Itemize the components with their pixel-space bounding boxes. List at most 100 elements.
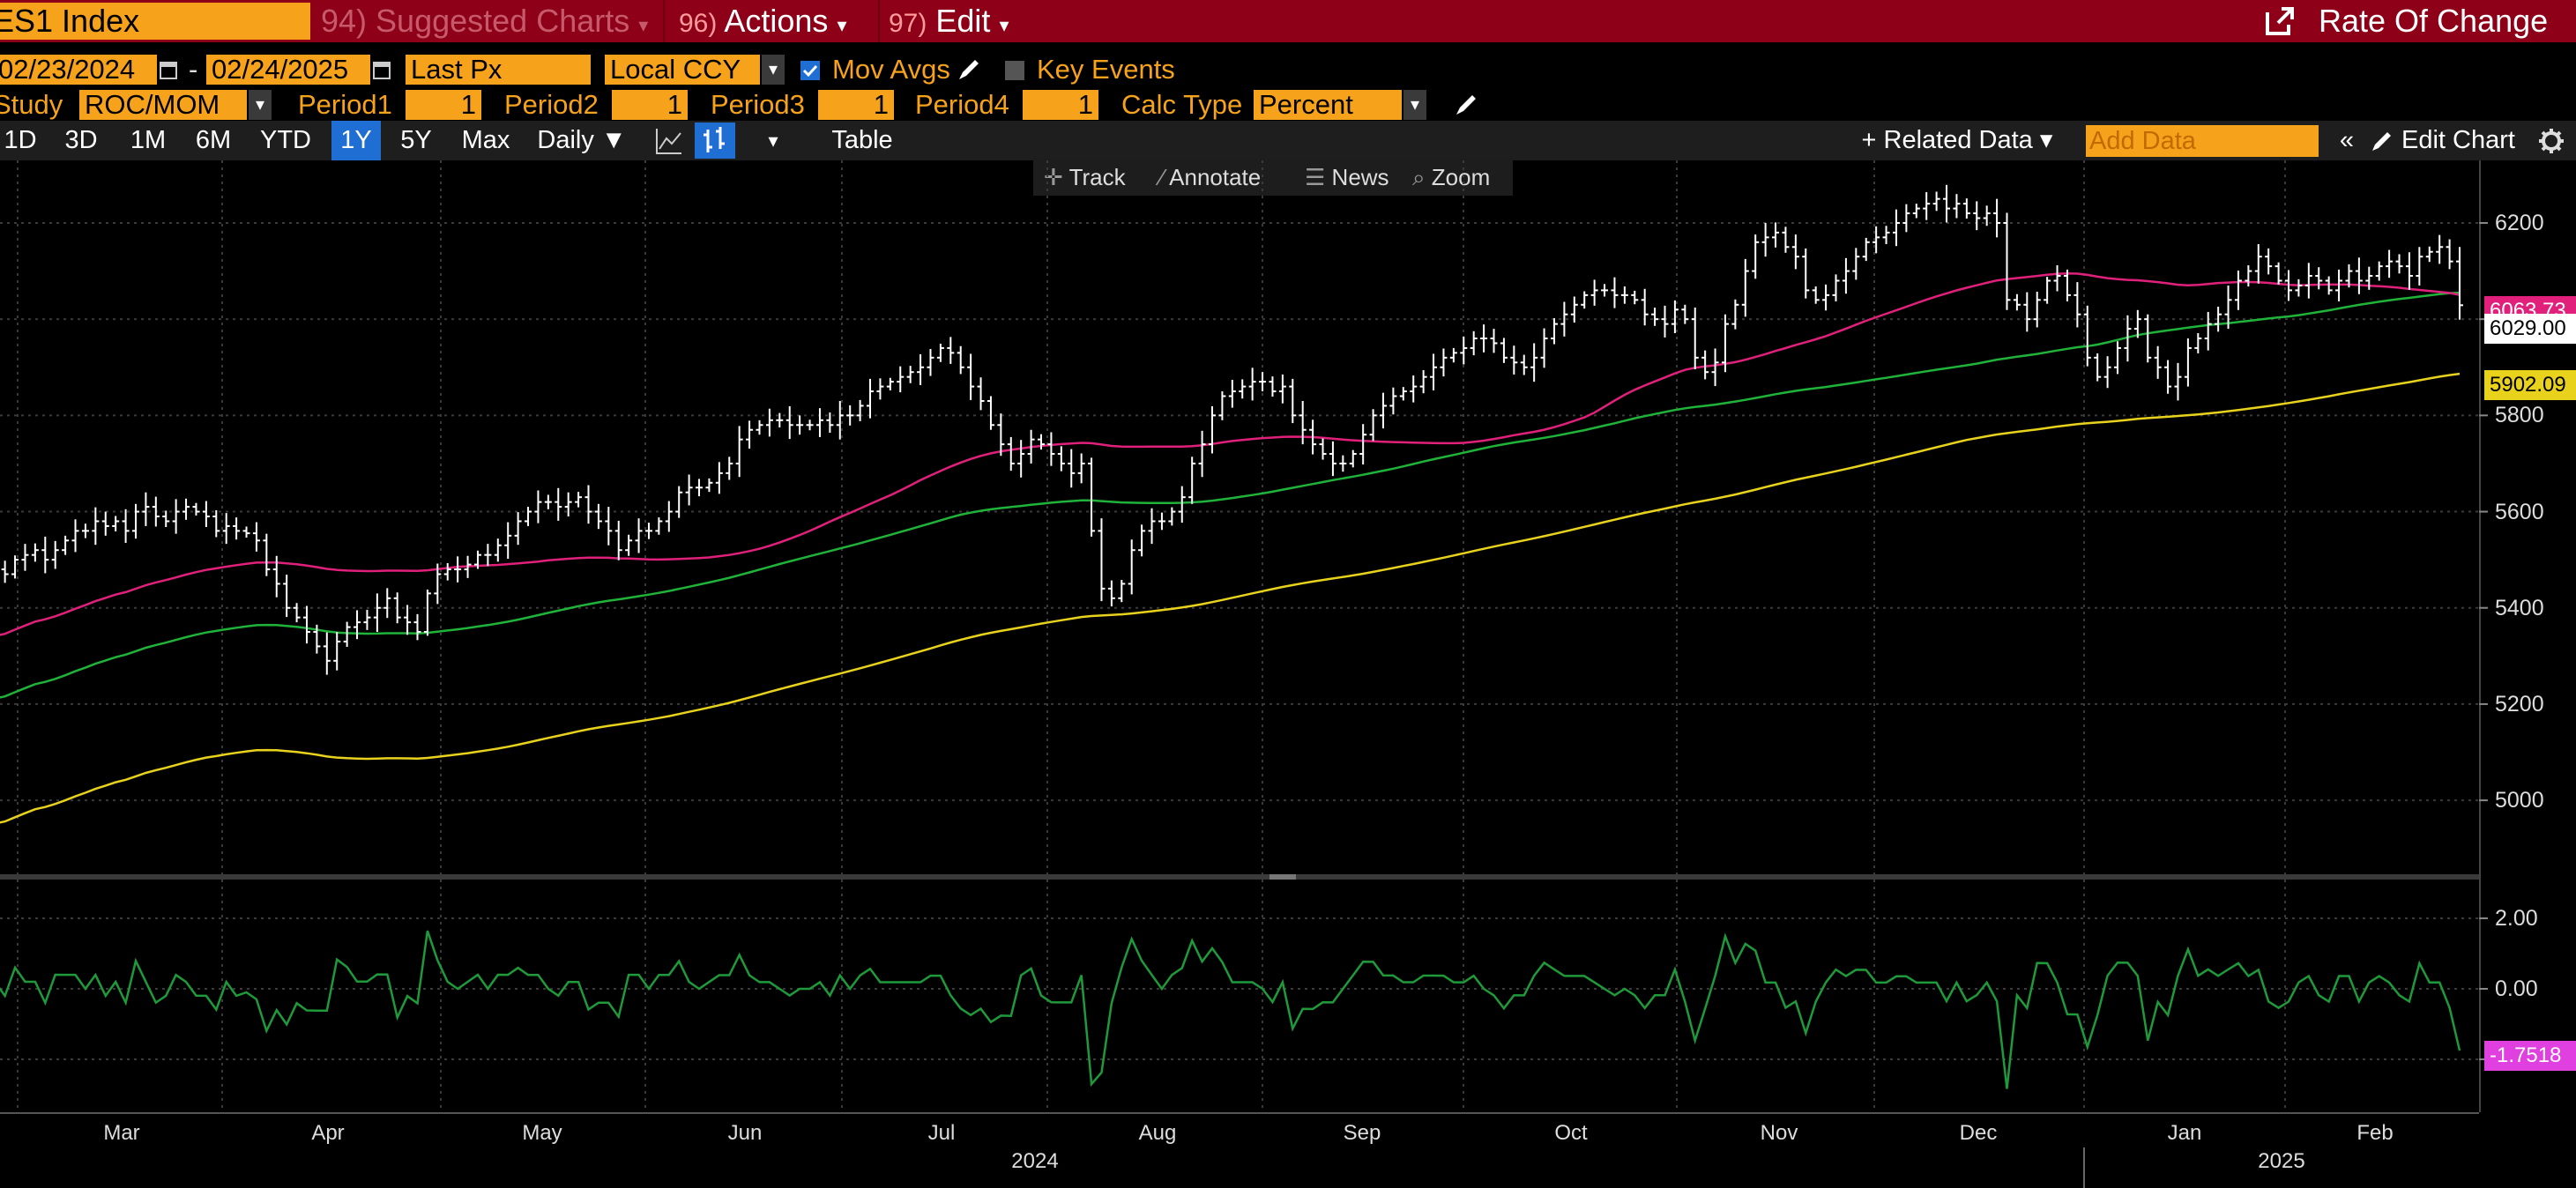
security-text: ES1 Index <box>0 3 140 39</box>
price-bar <box>333 632 341 671</box>
chart-type-caret-icon[interactable]: ▾ <box>768 130 778 152</box>
zoom-icon: ⌕ <box>1412 164 1426 190</box>
price-bar <box>283 575 291 618</box>
period2-label: Period2 <box>504 89 599 120</box>
price-bar <box>2174 362 2182 401</box>
annotate-button[interactable]: ⁄ Annotate <box>1160 159 1261 196</box>
range-ytd[interactable]: YTD <box>260 126 311 154</box>
price-bar <box>555 487 562 521</box>
study-select[interactable]: ROC/MOM <box>79 90 247 120</box>
edit-button[interactable]: 97) Edit ▾ <box>889 0 1030 42</box>
calc-type-dropdown-icon[interactable]: ▾ <box>1403 90 1426 120</box>
range-1d[interactable]: 1D <box>4 126 37 154</box>
key-events-label: Key Events <box>1037 54 1175 85</box>
price-bar <box>806 420 814 431</box>
price-bar <box>1570 296 1578 323</box>
security-field[interactable]: ES1 Index <box>0 3 310 40</box>
price-bar <box>1631 290 1639 305</box>
price-bar <box>867 378 875 419</box>
price-bar <box>2224 285 2232 330</box>
range-5y[interactable]: 5Y <box>400 126 432 154</box>
price-bar <box>2325 276 2333 295</box>
price-bar <box>1319 438 1327 460</box>
price-bar <box>2044 277 2051 304</box>
bar-chart-icon[interactable] <box>695 123 735 159</box>
table-button[interactable]: Table <box>831 126 893 154</box>
pencil-icon[interactable] <box>1453 92 1479 118</box>
currency-dropdown-icon[interactable]: ▾ <box>762 55 785 85</box>
price-bar <box>796 415 804 435</box>
price-bar <box>212 509 220 538</box>
pencil-icon[interactable] <box>956 56 982 83</box>
edit-chart-button[interactable]: Edit Chart <box>2401 126 2515 154</box>
range-6m[interactable]: 6M <box>195 126 232 154</box>
add-data-input[interactable] <box>2086 125 2319 157</box>
suggested-charts-button[interactable]: 94) Suggested Charts ▾ <box>321 0 656 42</box>
price-bar <box>2013 293 2021 311</box>
price-bar <box>967 353 975 400</box>
price-bar <box>2405 252 2413 290</box>
end-date-field[interactable]: 02/24/2025 <box>206 55 370 85</box>
price-bar <box>2003 212 2011 310</box>
period4-field[interactable]: 1 <box>1023 90 1098 120</box>
price-bar <box>696 479 704 497</box>
price-bar <box>1038 434 1046 450</box>
price-bar <box>1410 375 1418 403</box>
popout-icon[interactable] <box>2264 5 2296 37</box>
price-bar <box>906 366 914 383</box>
range-3d[interactable]: 3D <box>64 126 98 154</box>
y-tick-label: 5200 <box>2495 691 2544 717</box>
x-tick-label: Jan <box>2167 1121 2202 1145</box>
gear-icon[interactable] <box>2537 127 2565 155</box>
mov-avgs-checkbox[interactable] <box>800 61 820 80</box>
price-bar <box>494 538 502 562</box>
price-bar <box>21 544 29 571</box>
price-bar <box>1530 343 1538 382</box>
pencil-icon[interactable] <box>2370 129 2394 153</box>
edit-num: 97) <box>889 9 927 38</box>
period3-label: Period3 <box>711 89 805 120</box>
track-button[interactable]: ✛ Track <box>1044 159 1126 196</box>
price-bar <box>2063 269 2071 301</box>
price-bar <box>1107 580 1115 607</box>
calendar-icon[interactable] <box>159 58 178 81</box>
price-bar <box>2033 292 2041 328</box>
frequency-select[interactable]: Daily ▼ <box>537 126 627 154</box>
start-date-field[interactable]: 02/23/2024 <box>0 55 157 85</box>
actions-button[interactable]: 96) Actions ▾ <box>679 0 871 42</box>
period2-field[interactable]: 1 <box>612 90 688 120</box>
key-events-checkbox[interactable] <box>1005 61 1024 80</box>
range-max[interactable]: Max <box>461 126 510 154</box>
price-chart[interactable] <box>0 160 2576 1188</box>
zoom-button[interactable]: ⌕ Zoom <box>1412 159 1490 196</box>
period1-field[interactable]: 1 <box>406 90 481 120</box>
range-1m[interactable]: 1M <box>130 126 167 154</box>
collapse-icon[interactable]: « <box>2339 126 2355 154</box>
price-bar <box>1440 348 1448 377</box>
currency-select[interactable]: Local CCY <box>605 55 760 85</box>
y-tick-label: 5600 <box>2495 499 2544 524</box>
price-bar <box>947 337 955 364</box>
price-bar <box>1239 379 1247 399</box>
price-bar <box>936 344 944 362</box>
price-bar <box>1852 248 1860 280</box>
period3-field[interactable]: 1 <box>818 90 894 120</box>
period3-value: 1 <box>873 90 889 120</box>
study-dropdown-icon[interactable]: ▾ <box>249 90 272 120</box>
price-bar <box>1761 222 1769 257</box>
price-field-select[interactable]: Last Px <box>406 55 591 85</box>
price-bar <box>2154 345 2162 379</box>
related-data-button[interactable]: + Related Data ▾ <box>1861 126 2053 154</box>
calendar-icon[interactable] <box>372 58 391 81</box>
price-bar <box>343 621 351 647</box>
price-bar <box>776 412 784 427</box>
range-1y[interactable]: 1Y <box>331 121 381 160</box>
price-bar <box>2053 265 2061 292</box>
calc-type-select[interactable]: Percent <box>1254 90 1402 120</box>
currency-text: Local CCY <box>610 55 741 85</box>
line-chart-icon[interactable] <box>654 126 684 156</box>
x-tick-label: Dec <box>1959 1121 1998 1145</box>
price-bar <box>2234 271 2242 310</box>
news-button[interactable]: ☰ News <box>1305 159 1389 196</box>
price-bar <box>1419 370 1427 394</box>
